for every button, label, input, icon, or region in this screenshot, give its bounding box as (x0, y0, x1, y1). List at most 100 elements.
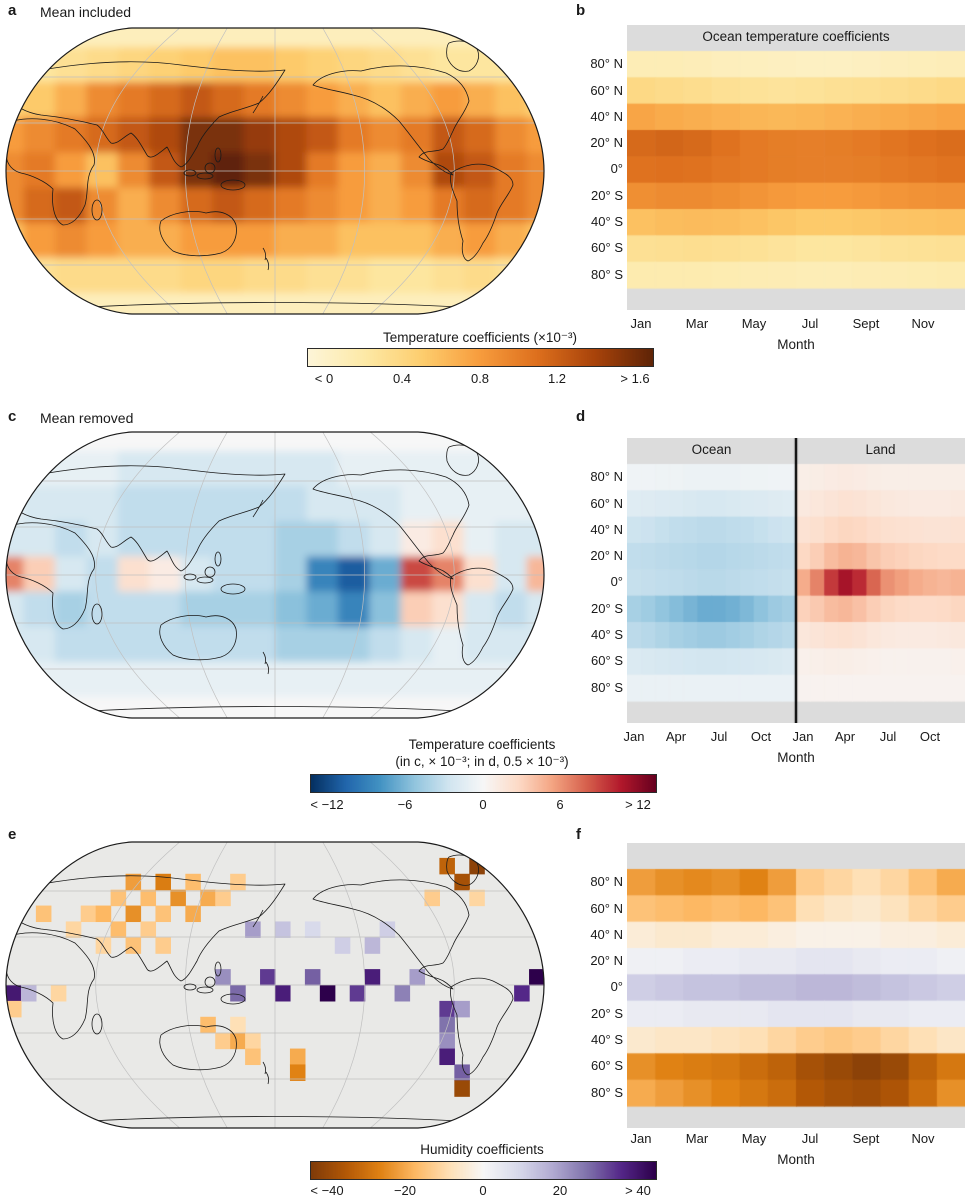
map-cell (243, 222, 276, 259)
map-cell (243, 486, 276, 522)
map-cell (6, 556, 25, 593)
map-cell (243, 451, 276, 487)
heatmap-b-title: Ocean temperature coefficients (702, 29, 890, 44)
map-cell (432, 257, 465, 294)
map-cell (400, 152, 433, 189)
panel-a-title: Mean included (40, 4, 132, 20)
x-tick-label: Jul (801, 1131, 819, 1146)
map-cell (180, 486, 213, 522)
map-cell (400, 626, 433, 663)
map-cell (117, 222, 150, 259)
map-cell (6, 187, 25, 224)
map-cell (526, 556, 544, 593)
map-cell (6, 451, 25, 487)
map-cell (54, 292, 87, 314)
panel-label-e: e (8, 826, 17, 843)
map-cell (6, 28, 25, 48)
map-cell (243, 696, 276, 718)
map-cell (140, 921, 157, 938)
map-cell (319, 985, 336, 1002)
map-cell (243, 257, 276, 294)
heatmap-d (627, 438, 965, 723)
map-cell (369, 626, 402, 663)
map-cell (275, 432, 308, 452)
map-cell (495, 47, 528, 83)
map-cell (463, 661, 496, 698)
panel-c-title: Mean removed (40, 410, 134, 426)
map-cell (400, 591, 433, 628)
map-cell (409, 969, 426, 986)
map-cell (337, 486, 370, 522)
y-tick-label: 80° N (590, 469, 623, 484)
map-cell (369, 292, 402, 314)
map-cell (54, 626, 87, 663)
map-cell (495, 451, 528, 487)
map-cell (6, 222, 25, 259)
map-cell (23, 152, 56, 189)
map-cell (495, 257, 528, 294)
x-tick-label: < 0 (314, 371, 334, 386)
map-cell (526, 626, 544, 663)
map-cell (275, 486, 308, 522)
x-tick-label: May (741, 316, 767, 331)
map-cell (369, 486, 402, 522)
map-cell (245, 1032, 261, 1050)
map-cell (35, 905, 52, 923)
map-cell (212, 152, 245, 189)
map-cell (180, 556, 213, 593)
map-cell (212, 187, 245, 224)
map-cell (212, 47, 245, 83)
map-cell (400, 47, 433, 83)
map-cell (86, 486, 119, 522)
map-cell (117, 451, 150, 487)
map-cell (117, 591, 150, 628)
x-tick-label: Mar (685, 316, 709, 331)
panel-label-c: c (8, 408, 17, 425)
x-tick-label: Jul (879, 729, 897, 744)
heatmap-d-title-ocean: Ocean (691, 442, 732, 457)
map-cell (23, 187, 56, 224)
heatmap-b-yaxis: 80° N 60° N 40° N 20° N 0° 20° S 40° S 60° S 80°… (565, 25, 623, 310)
map-cell (432, 187, 465, 224)
map-cell (180, 28, 213, 48)
x-tick-label: 6 (556, 797, 564, 812)
map-cell (275, 921, 291, 938)
map-cell (424, 889, 440, 907)
map-cell (495, 486, 528, 522)
map-cell (243, 661, 276, 698)
map-cell (400, 661, 433, 698)
map-cell (495, 152, 528, 189)
map-cell (117, 626, 150, 663)
map-cell (400, 696, 433, 718)
map-cell (212, 28, 245, 48)
world-map-c (5, 431, 545, 719)
world-map-e (5, 841, 545, 1129)
map-cell (50, 985, 67, 1002)
map-cell (369, 28, 402, 48)
heatmap-f (627, 843, 965, 1128)
map-cell (23, 222, 56, 259)
map-cell (526, 451, 544, 487)
x-tick-label: 0 (479, 797, 487, 812)
y-tick-label: 60° S (591, 240, 623, 255)
map-cell (306, 591, 339, 628)
y-tick-label: 60° N (590, 901, 623, 916)
map-cell (149, 486, 182, 522)
colorbar1-title: Temperature coefficients (×10⁻³) (382, 330, 578, 345)
map-cell (86, 591, 119, 628)
map-cell (20, 985, 37, 1002)
x-tick-label: 20 (552, 1183, 568, 1198)
map-cell (369, 696, 402, 718)
map-cell (117, 556, 150, 593)
map-cell (526, 432, 544, 452)
map-outline (5, 431, 545, 719)
map-cell (275, 152, 308, 189)
map-cell (463, 451, 496, 487)
map-cell (275, 661, 308, 698)
map-cell (117, 486, 150, 522)
map-cell (149, 152, 182, 189)
heatmap-b-xlabel: Month (777, 337, 815, 352)
map-cell (337, 47, 370, 83)
heatmap-f-xaxis: Jan Mar May Jul Sept Nov (627, 1131, 965, 1149)
panel-label-a: a (8, 2, 17, 19)
